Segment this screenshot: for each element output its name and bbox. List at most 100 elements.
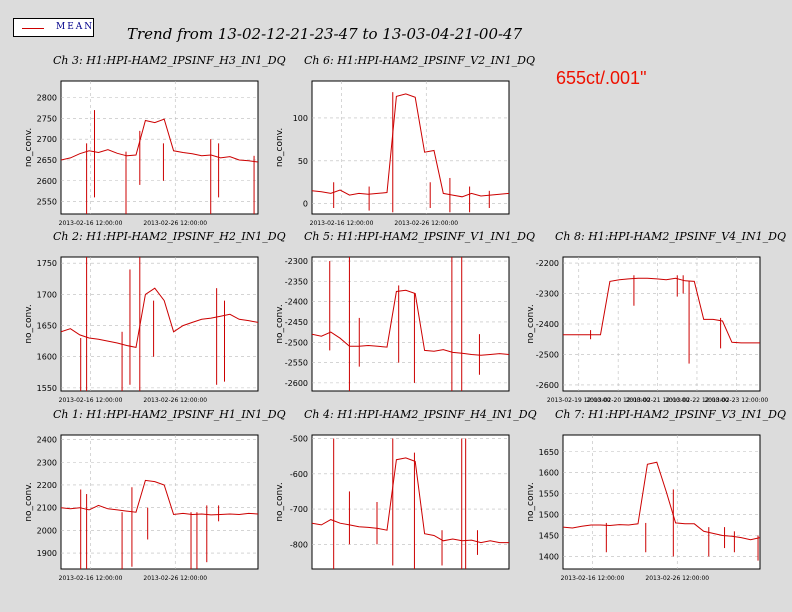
y-tick-label: -2300	[285, 257, 308, 266]
data-layer	[563, 461, 760, 561]
y-tick-label: -600	[290, 470, 308, 479]
x-tick-label: 2013-02-16 12:00:00	[310, 220, 374, 227]
y-tick-label: 2300	[37, 458, 57, 467]
legend-swatch	[22, 28, 44, 29]
plot-area	[311, 434, 510, 570]
y-tick-label: -2400	[285, 298, 308, 307]
x-tick-label: 2013-02-16 12:00:00	[59, 397, 123, 404]
y-tick-label: 2200	[37, 481, 57, 490]
y-tick-label: 2100	[37, 504, 57, 513]
chart-panel: Ch 1: H1:HPI-HAM2_IPSINF_H1_IN1_DQ 1900 20…	[24, 408, 286, 582]
legend: MEAN	[13, 18, 94, 37]
chart-panel: Ch 8: H1:HPI-HAM2_IPSINF_V4_IN1_DQ -2600 -…	[526, 230, 786, 404]
page-title: Trend from 13-02-12-21-23-47 to 13-03-04…	[127, 25, 523, 43]
plot-area	[311, 256, 510, 392]
x-tick-label: 2013-02-16 12:00:00	[59, 575, 123, 582]
data-layer	[563, 275, 760, 364]
y-tick-label: 1900	[37, 549, 57, 558]
y-tick-label: 1550	[37, 384, 57, 393]
chart-panel: Ch 6: H1:HPI-HAM2_IPSINF_V2_IN1_DQ 0 50 100…	[275, 54, 535, 227]
series-line	[312, 93, 509, 198]
series-line	[563, 277, 760, 344]
chart-panel: Ch 7: H1:HPI-HAM2_IPSINF_V3_IN1_DQ 1400 14…	[526, 408, 786, 582]
x-tick-label: 2013-02-16 12:00:00	[561, 575, 625, 582]
x-tick-label: 2013-02-26 12:00:00	[143, 397, 207, 404]
chart-title: Ch 5: H1:HPI-HAM2_IPSINF_V1_IN1_DQ	[304, 230, 535, 243]
chart-title: Ch 2: H1:HPI-HAM2_IPSINF_H2_IN1_DQ	[53, 230, 286, 243]
chart-title: Ch 8: H1:HPI-HAM2_IPSINF_V4_IN1_DQ	[555, 230, 786, 243]
y-axis-label: no_conv.	[275, 482, 285, 521]
plot-area	[311, 80, 510, 215]
y-tick-label: 1600	[539, 469, 559, 478]
y-tick-label: 2000	[37, 526, 57, 535]
legend-label: MEAN	[56, 22, 95, 32]
y-tick-label: -2600	[536, 381, 559, 390]
y-tick-label: -700	[290, 505, 308, 514]
series-line	[563, 461, 760, 541]
x-tick-label: 2013-02-21 12:00:00	[626, 397, 690, 404]
y-tick-label: -2500	[536, 350, 559, 359]
chart-title: Ch 3: H1:HPI-HAM2_IPSINF_H3_IN1_DQ	[53, 54, 286, 67]
y-tick-label: -2550	[285, 359, 308, 368]
y-tick-label: 2650	[37, 156, 57, 165]
y-tick-label: -500	[290, 435, 308, 444]
y-tick-label: 1400	[539, 552, 559, 561]
chart-title: Ch 7: H1:HPI-HAM2_IPSINF_V3_IN1_DQ	[555, 408, 786, 421]
y-tick-label: 1450	[539, 532, 559, 541]
data-layer	[312, 438, 509, 569]
y-axis-label: no_conv.	[275, 128, 285, 167]
y-tick-label: -2500	[285, 338, 308, 347]
y-tick-label: -2600	[285, 379, 308, 388]
series-line	[312, 289, 509, 356]
chart-panel: Ch 2: H1:HPI-HAM2_IPSINF_H2_IN1_DQ 1550 16…	[24, 230, 286, 404]
y-tick-label: -2200	[536, 259, 559, 268]
chart-title: Ch 1: H1:HPI-HAM2_IPSINF_H1_IN1_DQ	[53, 408, 286, 421]
scale-annotation: 655ct/.001"	[556, 68, 647, 88]
y-tick-label: 1550	[539, 490, 559, 499]
x-tick-label: 2013-02-16 12:00:00	[59, 220, 123, 227]
y-tick-label: -800	[290, 540, 308, 549]
x-tick-label: 2013-02-20 12:00:00	[586, 397, 650, 404]
plot-area	[60, 434, 259, 570]
plot-area	[60, 256, 259, 392]
y-axis-label: no_conv.	[24, 304, 34, 343]
y-axis-label: no_conv.	[526, 482, 536, 521]
y-tick-label: 0	[303, 200, 308, 209]
y-tick-label: -2350	[285, 277, 308, 286]
y-tick-label: 1650	[539, 448, 559, 457]
chart-title: Ch 4: H1:HPI-HAM2_IPSINF_H4_IN1_DQ	[304, 408, 537, 421]
chart-title: Ch 6: H1:HPI-HAM2_IPSINF_V2_IN1_DQ	[304, 54, 535, 67]
plot-area	[562, 434, 761, 570]
plot-area	[60, 80, 259, 215]
y-tick-label: -2400	[536, 320, 559, 329]
y-tick-label: 2700	[37, 135, 57, 144]
x-tick-label: 2013-02-26 12:00:00	[645, 575, 709, 582]
y-tick-label: 2750	[37, 114, 57, 123]
data-layer	[61, 110, 258, 214]
y-tick-label: 1650	[37, 322, 57, 331]
chart-panel: Ch 5: H1:HPI-HAM2_IPSINF_V1_IN1_DQ -2600 -…	[275, 230, 535, 392]
x-tick-label: 2013-02-23 12:00:00	[704, 397, 768, 404]
chart-panel: Ch 3: H1:HPI-HAM2_IPSINF_H3_IN1_DQ 2550 26…	[24, 54, 286, 227]
y-tick-label: 2550	[37, 198, 57, 207]
y-tick-label: -2300	[536, 290, 559, 299]
x-tick-label: 2013-02-26 12:00:00	[143, 575, 207, 582]
y-axis-label: no_conv.	[526, 304, 536, 343]
y-tick-label: 2800	[37, 94, 57, 103]
x-tick-label: 2013-02-26 12:00:00	[143, 220, 207, 227]
y-tick-label: 50	[298, 157, 308, 166]
y-axis-label: no_conv.	[24, 482, 34, 521]
y-tick-label: 1750	[37, 259, 57, 268]
x-tick-label: 2013-02-26 12:00:00	[394, 220, 458, 227]
y-axis-label: no_conv.	[275, 304, 285, 343]
x-tick-label: 2013-02-19 12:00:00	[547, 397, 611, 404]
y-tick-label: 1700	[37, 290, 57, 299]
y-tick-label: 2400	[37, 436, 57, 445]
data-layer	[61, 257, 258, 391]
y-tick-label: 1600	[37, 353, 57, 362]
series-line	[61, 479, 258, 516]
data-layer	[312, 92, 509, 213]
y-axis-label: no_conv.	[24, 128, 34, 167]
data-layer	[312, 257, 509, 391]
